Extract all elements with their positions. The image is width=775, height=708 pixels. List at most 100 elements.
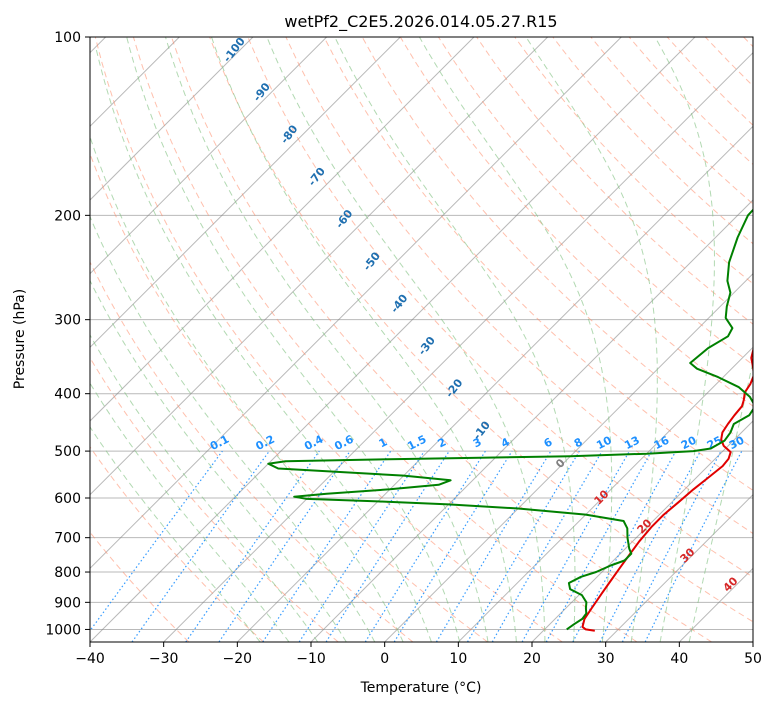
dry-adiabat-line [323, 37, 753, 491]
mixing-ratio-line [545, 450, 653, 642]
x-tick-label: 0 [380, 651, 389, 667]
moist-adiabat-label: 30 [678, 545, 698, 565]
moist-adiabat-line [90, 215, 376, 642]
dry-adiabat-line [94, 37, 563, 642]
mixing-ratio-line [599, 450, 702, 642]
mixing-ratio-line [131, 450, 270, 642]
isotherm-line [310, 199, 753, 642]
x-tick-label: −30 [149, 651, 179, 667]
moist-adiabat-line [165, 37, 489, 642]
moist-adiabat-line [525, 37, 658, 642]
mixing-ratio-label: 1 [377, 435, 390, 450]
moist-adiabat-line [90, 279, 347, 642]
moist-adiabat-line [211, 37, 517, 642]
dry-adiabat-line [514, 37, 753, 285]
dry-adiabat-line [743, 37, 753, 48]
background-lines [90, 37, 753, 642]
plot-frame [89, 36, 754, 643]
mixing-ratio-label: 36 [752, 433, 772, 452]
mixing-ratio-line [521, 450, 631, 642]
chart-title: wetPf2_C2E5.2026.014.05.27.R15 [284, 12, 557, 32]
isotherm-label: -20 [443, 376, 466, 400]
mixing-ratio-line [325, 450, 450, 642]
mixing-ratio-line [90, 450, 223, 632]
dry-adiabat-line [247, 37, 753, 578]
line-labels: 0.1 0.2 0.4 0.6 1 1.5 2 3 4 6 8 10 13 16 20 25 30 36-100-… [208, 35, 772, 595]
dry-adiabat-line [704, 37, 753, 87]
mixing-ratio-label: 8 [572, 435, 585, 450]
moist-adiabat-line [688, 359, 753, 642]
moist-adiabat-line [90, 135, 404, 642]
dry-adiabat-line [90, 446, 264, 642]
mixing-ratio-label: 13 [622, 434, 642, 453]
isotherm-line [90, 37, 622, 570]
x-axis-label: Temperature (°C) [360, 680, 482, 696]
dry-adiabat-line [90, 356, 339, 642]
y-axis-label: Pressure (hPa) [12, 289, 28, 389]
mixing-ratio-line [185, 450, 320, 642]
moist-adiabat-line [654, 37, 716, 642]
isotherm-label: -90 [251, 80, 274, 104]
x-tick-label: 20 [523, 651, 541, 667]
moist-adiabat-line [95, 49, 432, 642]
isotherm-line [752, 641, 753, 642]
isotherm-line [605, 493, 753, 642]
isotherm-label: -30 [416, 334, 439, 358]
mixing-ratio-label: 10 [594, 433, 614, 452]
isotherm-line [90, 37, 254, 201]
moist-adiabat-label: 40 [721, 574, 741, 594]
axes: −40 −30 −20 −10 0 10 20 30 40 50 1000 900 800 700 600 5… [45, 30, 762, 667]
y-tick-label: 100 [54, 30, 81, 46]
isotherm-label: -50 [361, 249, 384, 273]
dry-adiabat-line [552, 37, 753, 245]
mixing-ratio-line [298, 450, 425, 642]
mixing-ratio-label: 1.5 [405, 433, 428, 453]
mixing-ratio-label: 30 [727, 433, 747, 452]
isotherm-line [384, 272, 753, 642]
moist-adiabat-line [418, 37, 613, 642]
isotherm-label: -70 [306, 165, 329, 189]
dewpoint-profile-line [267, 208, 753, 631]
x-tick-label: 30 [597, 651, 615, 667]
moist-adiabat-label: 10 [592, 487, 612, 507]
isotherm-line [457, 346, 753, 642]
isotherm-label: -100 [221, 35, 248, 65]
y-tick-label: 600 [54, 491, 81, 507]
dry-adiabat-line [285, 37, 753, 535]
mixing-ratio-label: 0.4 [302, 433, 326, 454]
isotherm-line [90, 37, 696, 642]
isotherm-line [163, 51, 753, 642]
isotherm-label: -80 [278, 122, 301, 146]
mixing-ratio-line [218, 450, 351, 642]
y-tick-label: 800 [54, 565, 81, 581]
dry-adiabat-line [90, 260, 414, 642]
mixing-ratio-line [466, 450, 580, 642]
profiles [267, 208, 753, 632]
dry-adiabat-line [476, 37, 753, 325]
y-tick-label: 500 [54, 444, 81, 460]
isotherm-line [531, 420, 753, 642]
x-tick-label: 10 [449, 651, 467, 667]
moist-adiabat-line [90, 382, 290, 642]
isotherm-label: -40 [388, 292, 411, 316]
mixing-ratio-line [262, 450, 392, 642]
x-tick-label: 40 [670, 651, 688, 667]
temperature-profile-line [581, 347, 753, 632]
mixing-ratio-label: 16 [652, 433, 672, 452]
moist-adiabat-line [126, 37, 461, 642]
isotherm-line [90, 37, 328, 275]
mixing-ratio-label: 25 [705, 434, 725, 453]
isotherm-line [90, 37, 549, 496]
dry-adiabat-line [209, 37, 753, 623]
y-tick-label: 700 [54, 531, 81, 547]
moist-adiabat-line [334, 37, 576, 642]
isotherm-line [90, 37, 401, 349]
x-tick-label: −10 [296, 651, 326, 667]
dry-adiabat-line [90, 531, 190, 642]
x-tick-label: −20 [223, 651, 253, 667]
mixing-ratio-line [393, 450, 513, 642]
moist-adiabat-line [90, 334, 319, 642]
y-tick-label: 200 [54, 208, 81, 224]
mixing-ratio-label: 20 [679, 433, 699, 452]
